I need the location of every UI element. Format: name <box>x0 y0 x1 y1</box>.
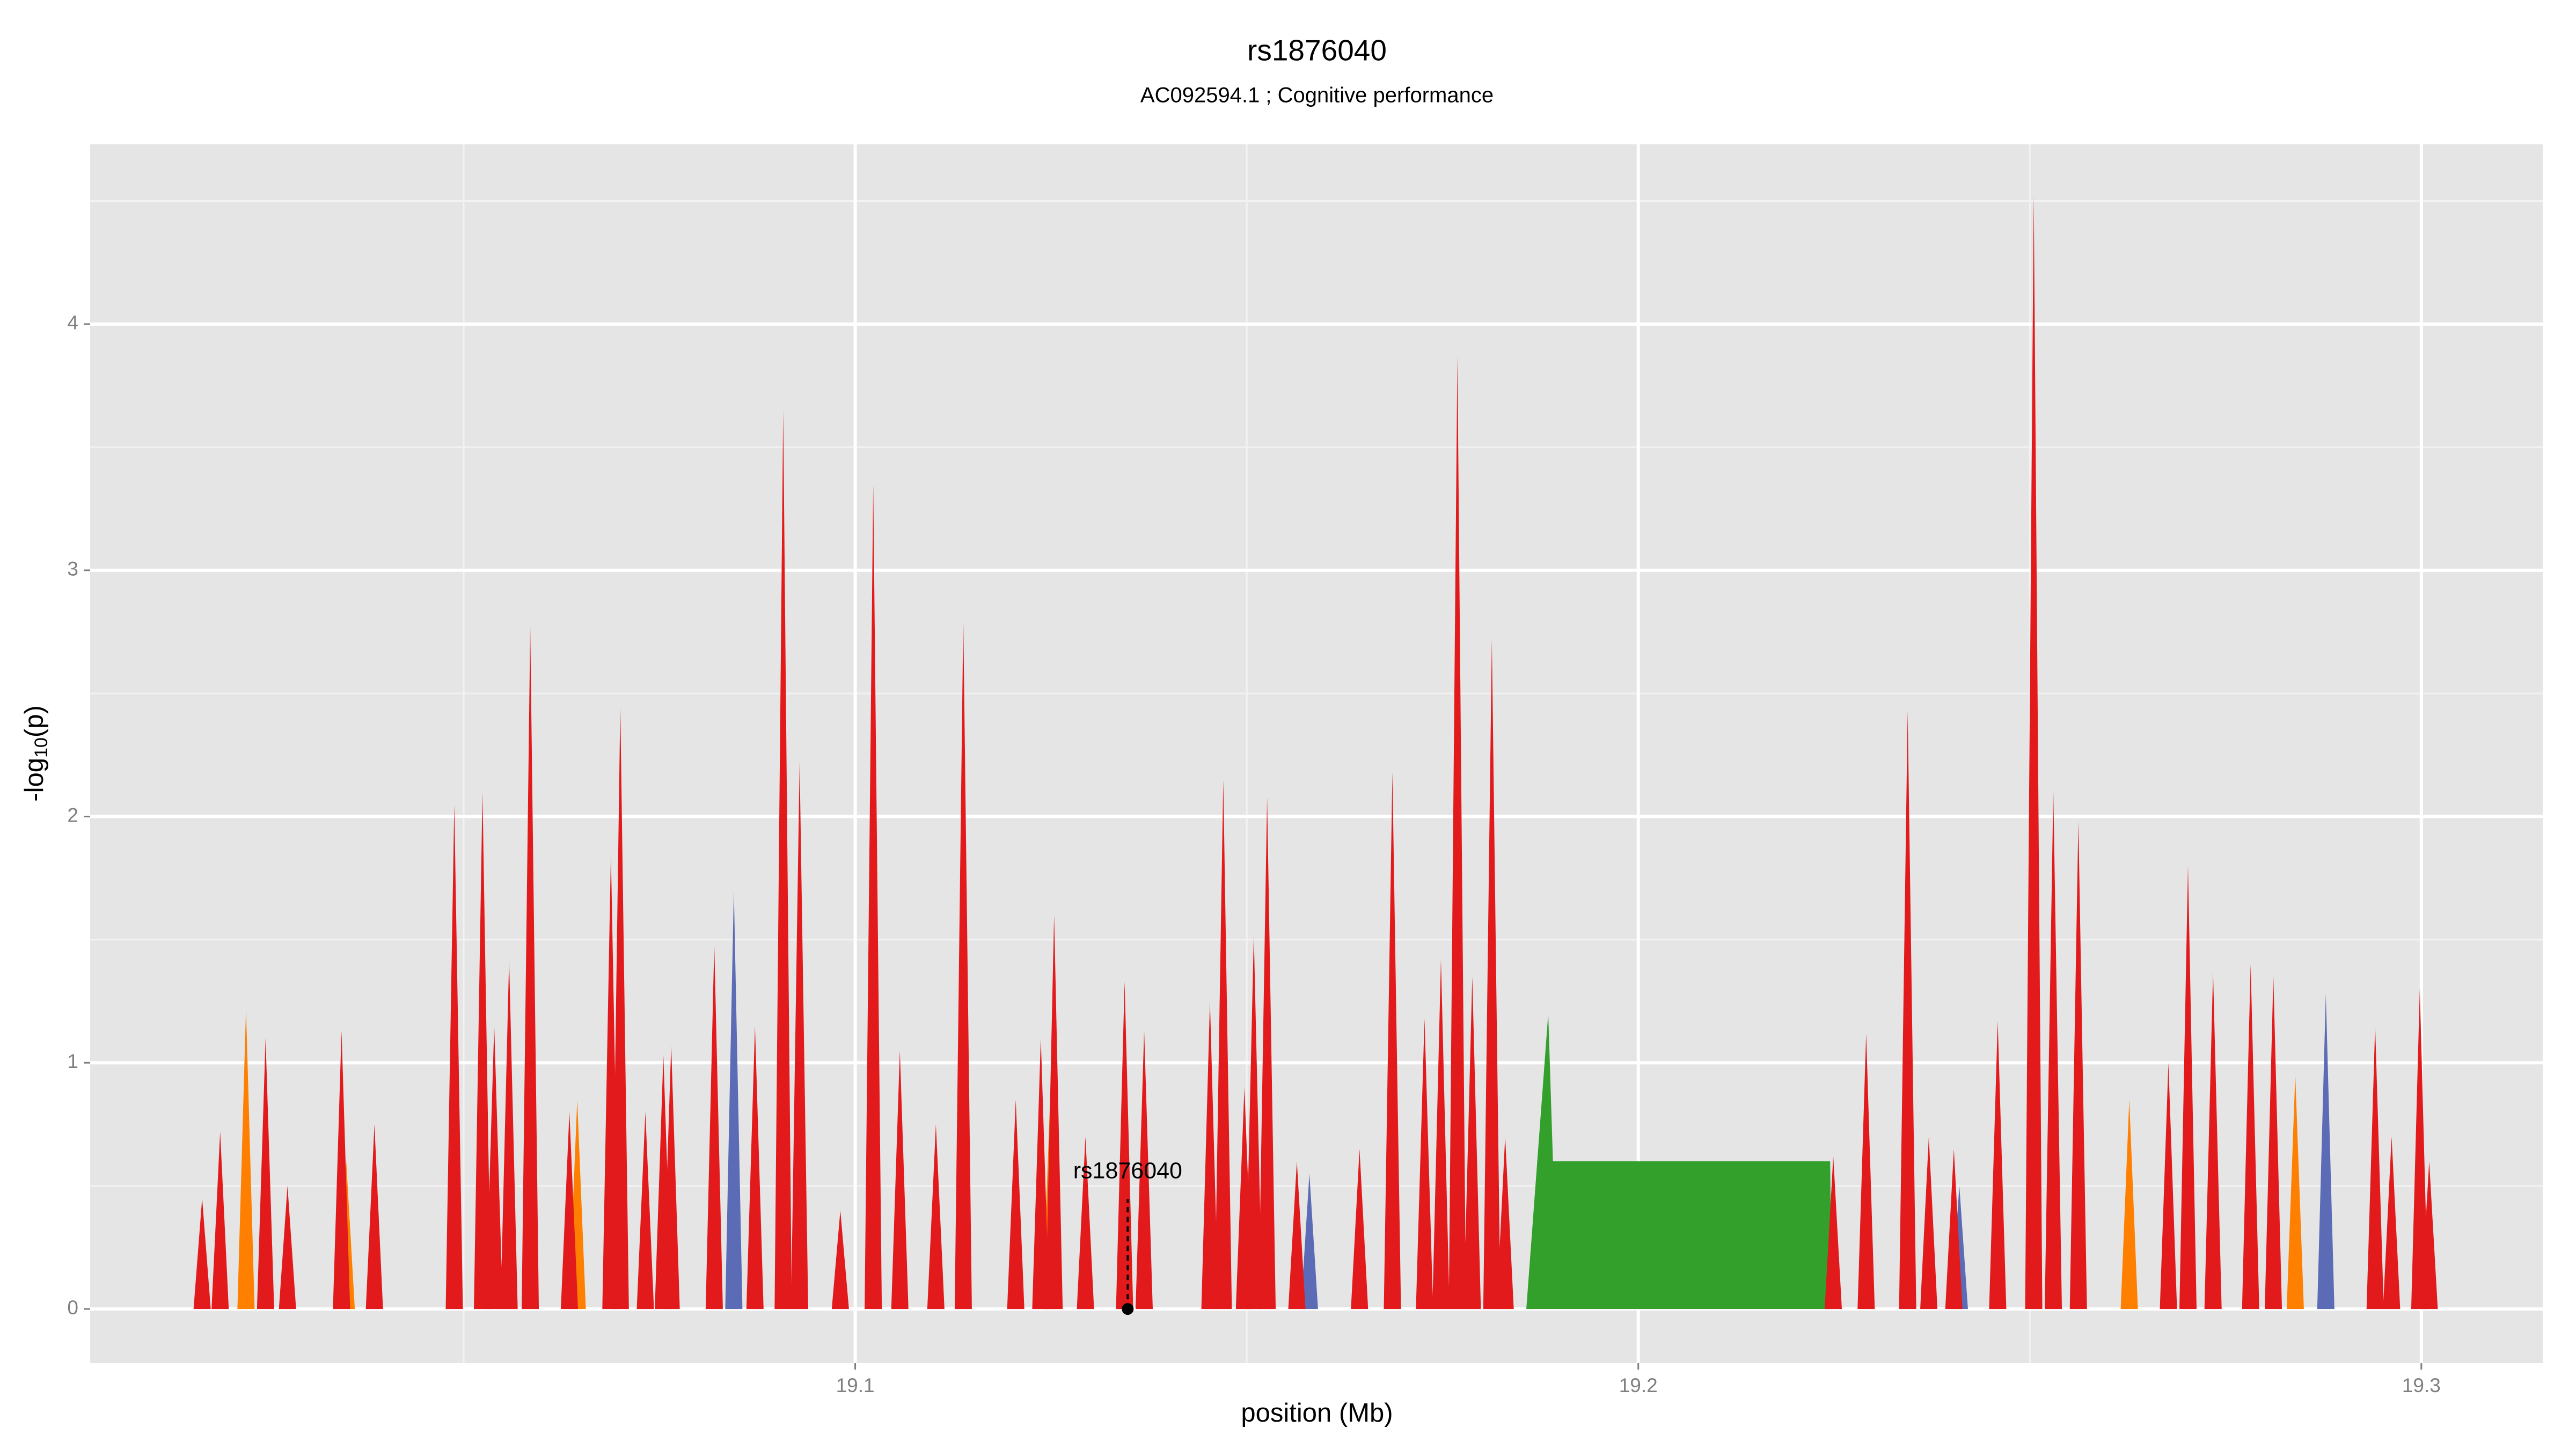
spike <box>2383 1136 2401 1309</box>
y-label-part: -log <box>20 758 49 802</box>
x-tick-label: 19.2 <box>1619 1374 1658 1396</box>
spike <box>1857 1033 1875 1309</box>
spike <box>1496 1136 1514 1309</box>
y-label-subscript: 10 <box>31 737 52 758</box>
spike <box>954 619 972 1309</box>
spike <box>1463 976 1481 1309</box>
spike <box>891 1050 909 1309</box>
spike <box>1384 772 1401 1309</box>
spike <box>1116 981 1133 1309</box>
spike <box>2366 1026 2384 1309</box>
spike <box>560 1112 578 1309</box>
spike <box>705 945 723 1309</box>
spike <box>611 706 629 1309</box>
spike <box>2045 792 2062 1309</box>
spike <box>1077 1136 1094 1309</box>
spike <box>725 890 743 1309</box>
spike <box>2411 989 2428 1309</box>
spike <box>662 1045 680 1309</box>
y-tick-label: 2 <box>67 804 78 826</box>
y-label-part: (p) <box>20 705 49 737</box>
spike <box>279 1185 296 1309</box>
spike <box>1945 1148 1963 1309</box>
plot-panel <box>90 144 2543 1363</box>
spike <box>193 1198 211 1309</box>
chart-title: rs1876040 <box>1247 34 1387 67</box>
spike <box>1432 959 1450 1309</box>
spike <box>2120 1100 2138 1309</box>
spike <box>485 1026 503 1309</box>
x-axis-label: position (Mb) <box>1241 1399 1393 1428</box>
chart-subtitle: AC092594.1 ; Cognitive performance <box>1140 84 1494 107</box>
spike <box>1920 1136 1938 1309</box>
spike <box>865 484 882 1309</box>
spike <box>211 1131 229 1309</box>
spike <box>2069 821 2087 1309</box>
spike <box>2317 993 2334 1309</box>
spike <box>774 410 792 1309</box>
spike <box>2420 1161 2438 1309</box>
spike <box>1258 796 1276 1309</box>
spike <box>1300 1173 1318 1309</box>
x-tick-label: 19.1 <box>836 1374 875 1396</box>
spike <box>1351 1148 1368 1309</box>
spike <box>474 792 492 1309</box>
spike <box>2160 1063 2177 1309</box>
spike <box>1245 934 1263 1309</box>
y-tick-label: 3 <box>67 558 78 580</box>
spike <box>831 1210 849 1309</box>
spike <box>2286 1075 2304 1309</box>
spike <box>500 959 518 1309</box>
y-tick-label: 0 <box>67 1297 78 1319</box>
spike <box>1416 1018 1433 1309</box>
spike <box>636 1112 654 1309</box>
spike <box>927 1124 945 1309</box>
spike <box>2265 976 2282 1309</box>
area <box>1526 1013 1832 1309</box>
y-axis-label: -log10(p) <box>20 705 52 801</box>
annotation-label: rs1876040 <box>1073 1158 1182 1183</box>
spike <box>522 627 539 1309</box>
spike <box>1135 1030 1153 1309</box>
spike <box>237 1008 255 1309</box>
spike <box>791 762 808 1309</box>
spike <box>1032 1038 1050 1309</box>
spike <box>2025 196 2043 1309</box>
y-tick-label: 4 <box>67 312 78 334</box>
spike <box>2242 964 2259 1309</box>
spike <box>445 804 463 1309</box>
annotation-point <box>1122 1303 1134 1315</box>
spike <box>365 1124 383 1309</box>
spike <box>1214 779 1232 1309</box>
spike <box>1288 1161 1306 1309</box>
spike <box>1989 1021 2007 1309</box>
spike <box>1448 356 1466 1309</box>
spike <box>1825 1156 1842 1309</box>
x-tick-label: 19.3 <box>2402 1374 2441 1396</box>
spike <box>746 1026 764 1309</box>
spike <box>1045 915 1063 1309</box>
spike <box>1483 639 1501 1309</box>
y-tick-label: 1 <box>67 1050 78 1072</box>
spike <box>257 1038 274 1309</box>
spike <box>1899 711 1916 1309</box>
spike <box>333 1030 350 1309</box>
spike <box>1007 1100 1024 1309</box>
spike <box>2204 971 2222 1309</box>
spike <box>2179 866 2197 1309</box>
spike <box>1201 1001 1219 1309</box>
